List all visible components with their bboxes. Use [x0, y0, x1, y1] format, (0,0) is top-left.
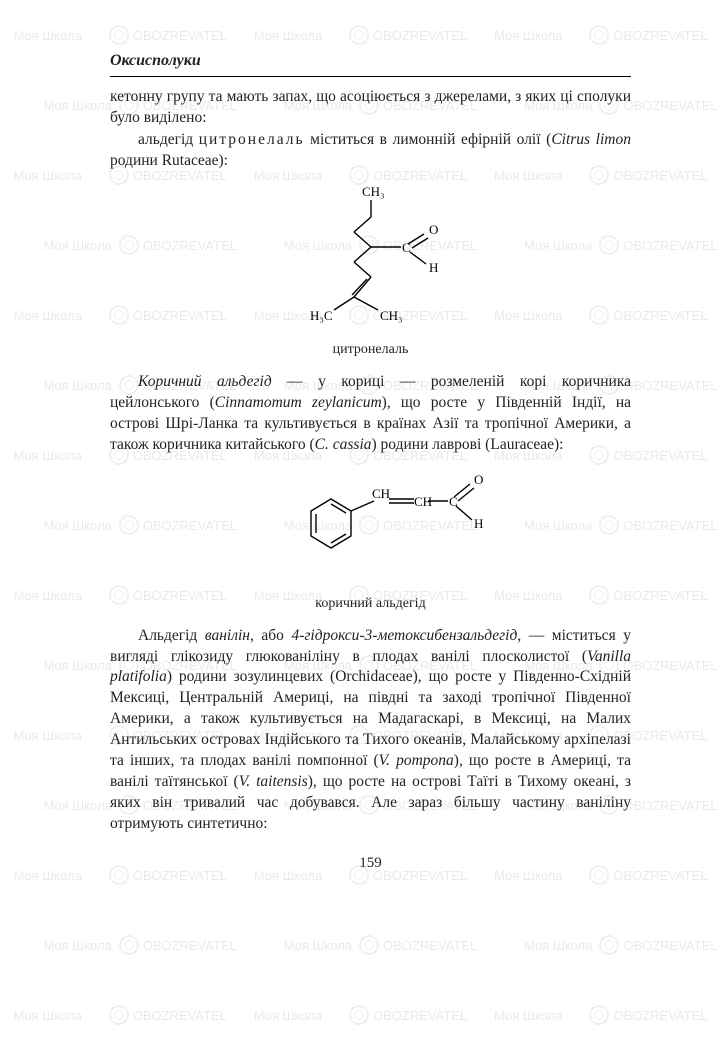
label-h: H	[474, 516, 483, 531]
paragraph-1: кетонну групу та мають запах, що асоціює…	[110, 87, 631, 129]
text: Альдегід	[138, 627, 205, 644]
spaced-term: цитронелаль	[199, 131, 305, 148]
label-ch2: CH	[414, 494, 432, 509]
paragraph-2: альдегід цитронелаль міститься в лимонні…	[110, 130, 631, 172]
label-ch: CH	[372, 486, 390, 501]
text: , або	[250, 627, 291, 644]
label-o: O	[429, 222, 438, 237]
term: Коричний альдегід	[138, 373, 272, 390]
figure-cinnamaldehyde: CH CH C O H коричний альдегід	[110, 466, 631, 614]
label-c: C	[449, 494, 458, 509]
page-content: Оксисполуки кетонну групу та мають запах…	[0, 0, 721, 903]
figure-citronellal: CH₃ C O H H₃C CH₃ цитронелаль	[110, 182, 631, 360]
latin-name: Citrus limon	[551, 131, 631, 148]
label-c: C	[402, 240, 411, 255]
horizontal-rule	[110, 76, 631, 77]
latin-name: Cinnamomum zeylanicum	[215, 394, 382, 411]
latin-name: V. pompona	[379, 752, 454, 769]
text: родини Rutaceae):	[110, 152, 228, 169]
term: 4-гідрокси-3-метоксибензальдегід	[291, 627, 517, 644]
section-heading: Оксисполуки	[110, 50, 631, 72]
latin-name: C. cassia	[315, 436, 372, 453]
label-ch3-bot: CH₃	[380, 308, 403, 323]
label-h3c: H₃C	[310, 308, 333, 323]
term: ванілін	[205, 627, 250, 644]
figure-caption-1: цитронелаль	[110, 341, 631, 360]
text: ) родини лаврові (Lauraceae):	[372, 436, 564, 453]
structure-citronellal: CH₃ C O H H₃C CH₃	[286, 182, 456, 332]
label-o: O	[474, 472, 483, 487]
label-ch3-top: CH₃	[362, 184, 385, 199]
paragraph-4: Альдегід ванілін, або 4-гідрокси-3-меток…	[110, 626, 631, 835]
latin-name: V. taitensis	[239, 773, 308, 790]
structure-cinnamaldehyde: CH CH C O H	[256, 466, 486, 586]
text: міститься в лимонній ефірній олії (	[305, 131, 552, 148]
text: альдегід	[138, 131, 199, 148]
page-number: 159	[110, 853, 631, 873]
figure-caption-2: коричний альдегід	[110, 595, 631, 614]
label-h: H	[429, 260, 438, 275]
paragraph-3: Коричний альдегід — у кориці — розмелені…	[110, 372, 631, 456]
